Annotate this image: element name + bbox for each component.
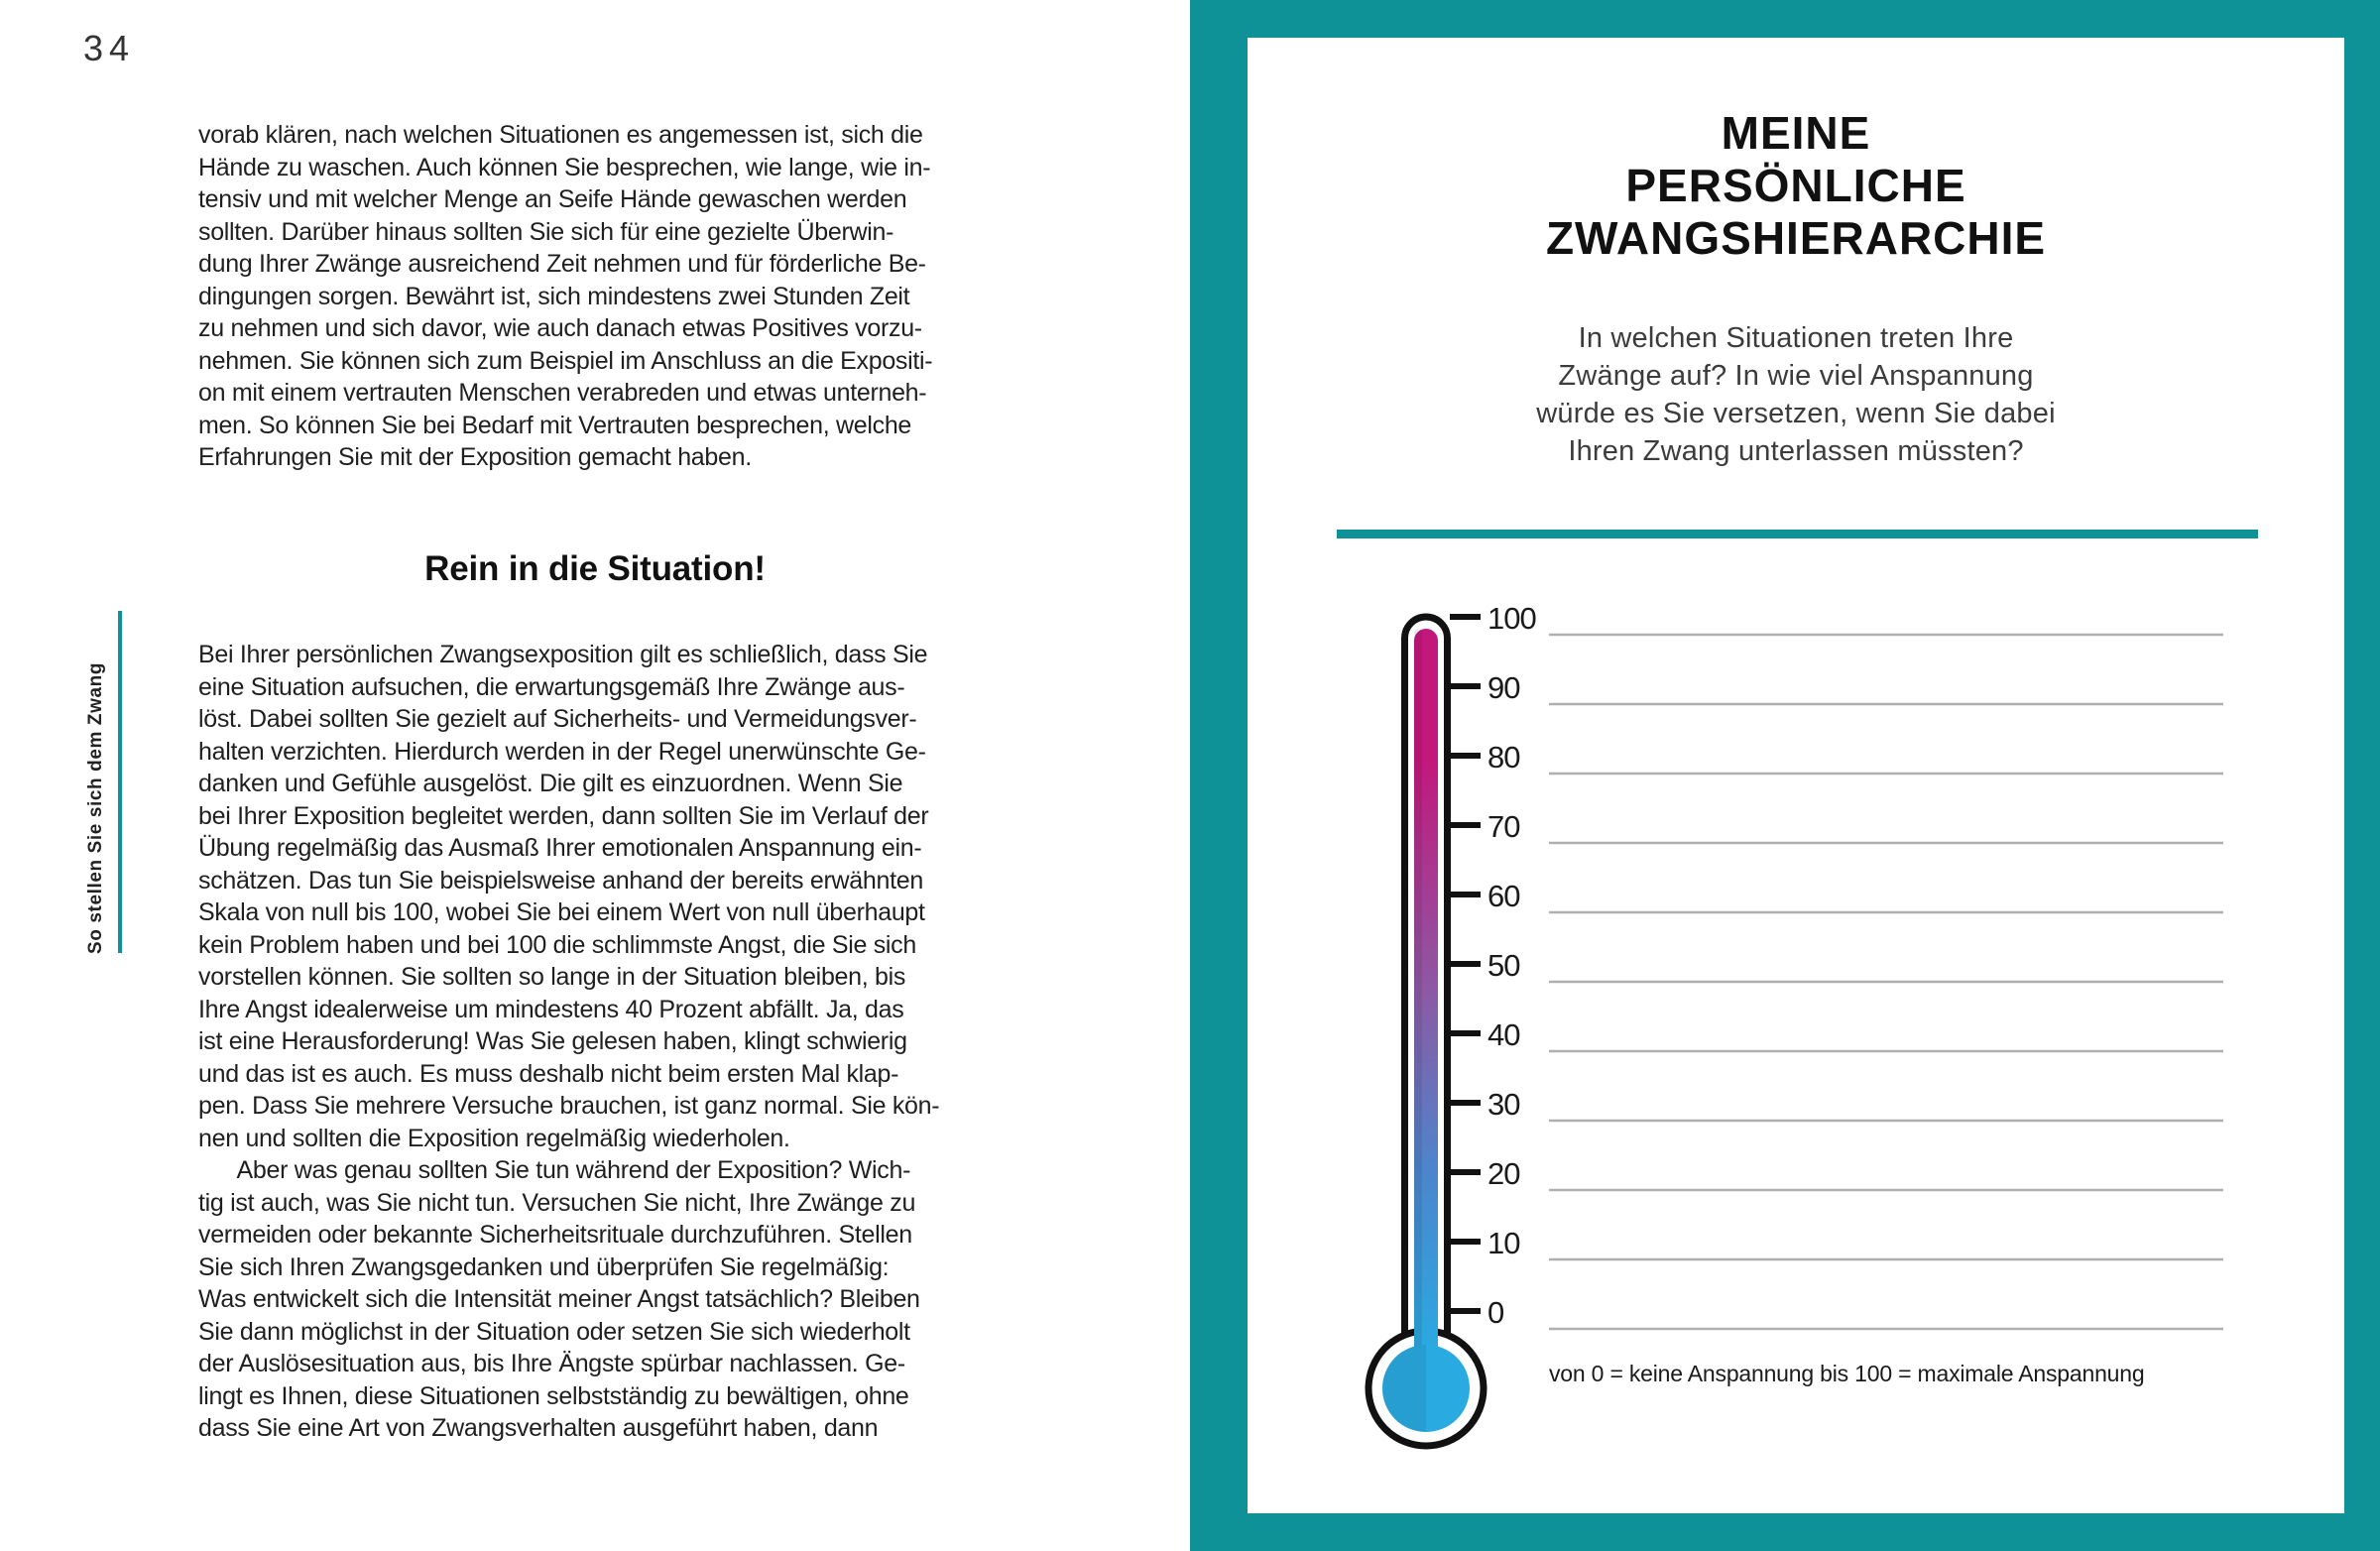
scale-label: 90 (1488, 670, 1520, 705)
scale-row-0: 0 (1450, 1295, 2223, 1331)
scale-row-80: 80 (1450, 740, 2223, 776)
scale-label: 20 (1488, 1156, 1520, 1191)
sidebar-teal-rule (118, 611, 122, 953)
scale-row-70: 70 (1450, 809, 2223, 845)
scale-row-10: 10 (1450, 1226, 2223, 1261)
scale-row-20: 20 (1450, 1156, 2223, 1192)
sidebar-chapter-label: So stellen Sie sich dem Zwang (85, 661, 106, 954)
teal-divider-rule (1337, 530, 2258, 538)
scale-label: 40 (1488, 1017, 1520, 1052)
thermometer-liquid (1414, 629, 1438, 1359)
thermometer-figure: 100 90 80 70 (1365, 601, 2223, 1450)
scale-label: 30 (1488, 1087, 1520, 1122)
scale-label: 60 (1488, 879, 1520, 913)
thermometer-tube (1365, 613, 1488, 1450)
scale-row-40: 40 (1450, 1017, 2223, 1053)
scale-row-90: 90 (1450, 670, 2223, 706)
scale-row-60: 60 (1450, 879, 2223, 914)
scale-label: 100 (1488, 601, 1536, 636)
page-number: 34 (83, 28, 136, 68)
scale-row-50: 50 (1450, 948, 2223, 984)
scale-label: 50 (1488, 948, 1520, 983)
thermometer-bulb-fill (1382, 1345, 1470, 1432)
scale-label: 10 (1488, 1226, 1520, 1260)
scale-label: 70 (1488, 809, 1520, 844)
worksheet-card: MEINE PERSÖNLICHE ZWANGSHIERARCHIE In we… (1248, 38, 2344, 1513)
worksheet-intro: In welchen Situationen treten Ihre Zwäng… (1536, 322, 2056, 467)
section-heading: Rein in die Situation! (424, 549, 766, 588)
scale-caption: von 0 = keine Anspannung bis 100 = maxim… (1549, 1361, 2144, 1386)
scale-row-30: 30 (1450, 1087, 2223, 1123)
scale-label: 80 (1488, 740, 1520, 775)
paragraph-2: Bei Ihrer persönlichen Zwangsexposition … (198, 641, 940, 1442)
paragraph-1: vorab klären, nach welchen Situationen e… (198, 121, 933, 471)
scale-label: 0 (1488, 1295, 1504, 1330)
scale-row-100: 100 (1450, 601, 2223, 637)
worksheet-title: MEINE PERSÖNLICHE ZWANGSHIERARCHIE (1545, 107, 2047, 264)
